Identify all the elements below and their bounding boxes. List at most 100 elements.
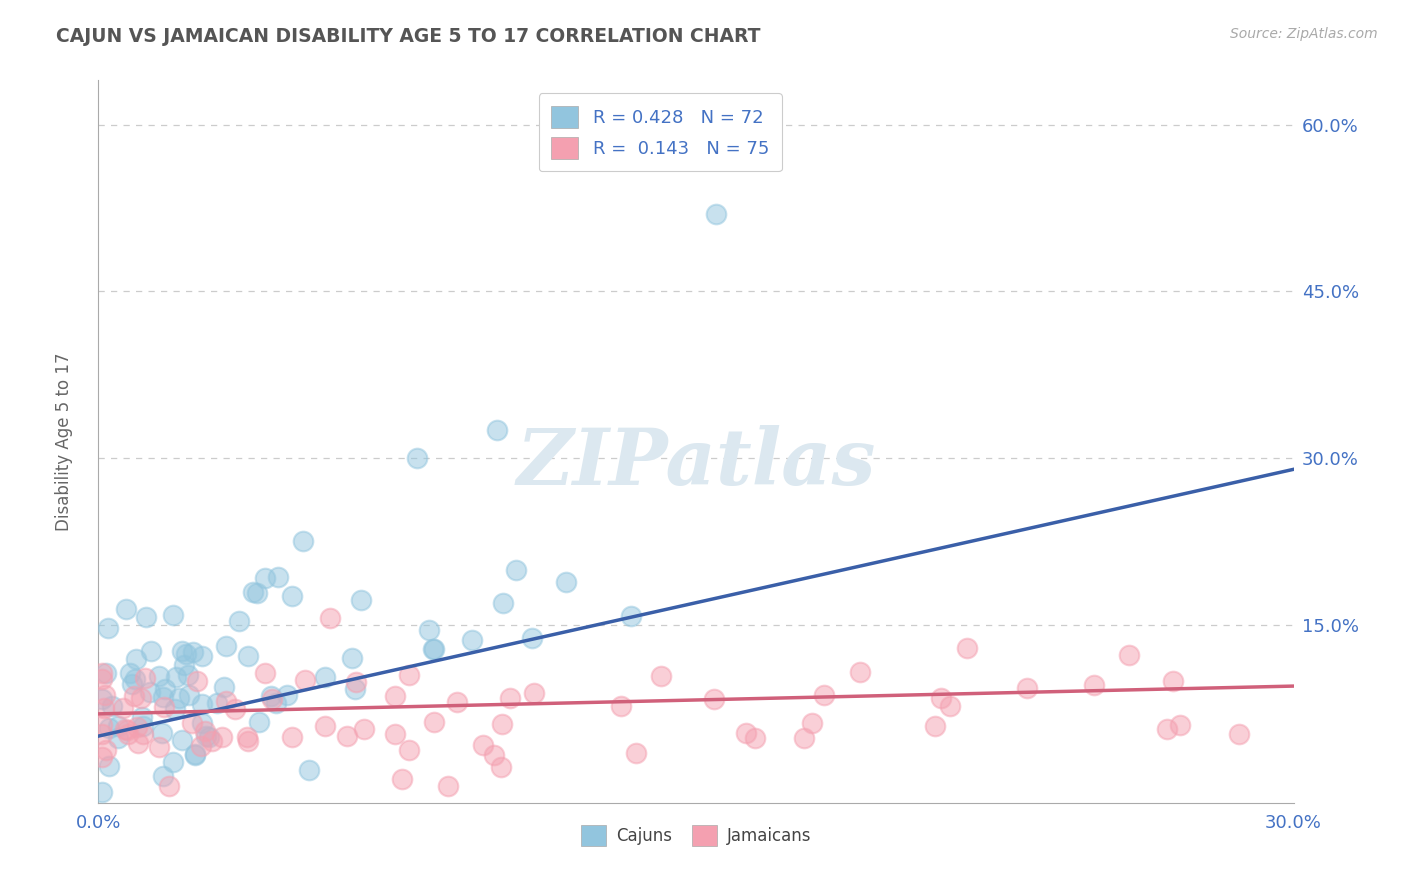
Point <box>437 779 460 793</box>
Point <box>205 696 228 710</box>
Point <box>703 692 725 706</box>
Point <box>163 702 186 716</box>
Point <box>173 657 195 672</box>
Point <box>939 698 962 713</box>
Point <box>134 671 156 685</box>
Point <box>499 691 522 706</box>
Point <box>264 696 287 710</box>
Point <box>184 747 207 762</box>
Point <box>215 694 238 708</box>
Point <box>191 716 214 731</box>
Point <box>148 739 170 754</box>
Point <box>162 608 184 623</box>
Point <box>94 688 117 702</box>
Point <box>266 570 288 584</box>
Point <box>446 695 468 709</box>
Point <box>238 734 260 748</box>
Point <box>91 692 114 706</box>
Point <box>422 641 444 656</box>
Point <box>236 648 259 663</box>
Point <box>129 690 152 705</box>
Point <box>344 681 367 696</box>
Text: CAJUN VS JAMAICAN DISABILITY AGE 5 TO 17 CORRELATION CHART: CAJUN VS JAMAICAN DISABILITY AGE 5 TO 17… <box>56 27 761 45</box>
Point <box>484 748 506 763</box>
Point <box>212 680 235 694</box>
Point <box>91 727 114 741</box>
Point <box>849 665 872 680</box>
Point <box>253 570 276 584</box>
Point <box>1118 648 1140 662</box>
Point <box>505 563 527 577</box>
Point <box>184 747 207 762</box>
Point <box>201 734 224 748</box>
Text: Source: ZipAtlas.com: Source: ZipAtlas.com <box>1230 27 1378 41</box>
Point <box>181 645 204 659</box>
Point <box>131 710 153 724</box>
Point <box>117 726 139 740</box>
Point <box>139 643 162 657</box>
Point <box>195 729 218 743</box>
Point <box>353 723 375 737</box>
Point <box>165 670 187 684</box>
Point <box>97 758 120 772</box>
Point <box>254 666 277 681</box>
Point <box>344 675 367 690</box>
Point <box>91 785 114 799</box>
Point <box>554 574 576 589</box>
Point <box>94 666 117 681</box>
Point <box>122 689 145 703</box>
Point <box>281 590 304 604</box>
Point <box>260 692 283 706</box>
Point <box>224 702 246 716</box>
Point <box>472 739 495 753</box>
Point <box>96 743 118 757</box>
Point <box>125 720 148 734</box>
Point <box>319 611 342 625</box>
Point <box>522 631 544 645</box>
Point <box>281 730 304 744</box>
Point <box>125 651 148 665</box>
Point <box>152 700 174 714</box>
Point <box>93 701 115 715</box>
Point <box>181 715 204 730</box>
Point <box>398 742 420 756</box>
Point <box>1015 681 1038 695</box>
Point <box>132 719 155 733</box>
Point <box>139 684 162 698</box>
Point <box>91 672 114 686</box>
Point <box>91 750 114 764</box>
Point <box>135 609 157 624</box>
Point <box>1161 673 1184 688</box>
Point <box>492 596 515 610</box>
Point <box>150 726 173 740</box>
Point <box>391 772 413 786</box>
Point <box>198 730 221 744</box>
Point <box>121 677 143 691</box>
Point <box>162 755 184 769</box>
Point <box>194 724 217 739</box>
Point <box>236 730 259 744</box>
Point <box>148 669 170 683</box>
Point <box>127 736 149 750</box>
Point <box>276 688 298 702</box>
Point <box>246 586 269 600</box>
Point <box>215 639 238 653</box>
Point <box>1156 722 1178 736</box>
Point <box>336 730 359 744</box>
Point <box>152 690 174 704</box>
Point <box>190 739 212 754</box>
Point <box>131 726 153 740</box>
Point <box>491 759 513 773</box>
Point <box>793 731 815 746</box>
Point <box>298 763 321 777</box>
Point <box>418 623 440 637</box>
Point <box>172 644 194 658</box>
Text: ZIPatlas: ZIPatlas <box>516 425 876 501</box>
Point <box>247 715 270 730</box>
Point <box>186 673 208 688</box>
Point <box>111 701 134 715</box>
Point <box>406 451 429 466</box>
Point <box>314 669 336 683</box>
Point <box>1227 727 1250 741</box>
Point <box>91 665 114 680</box>
